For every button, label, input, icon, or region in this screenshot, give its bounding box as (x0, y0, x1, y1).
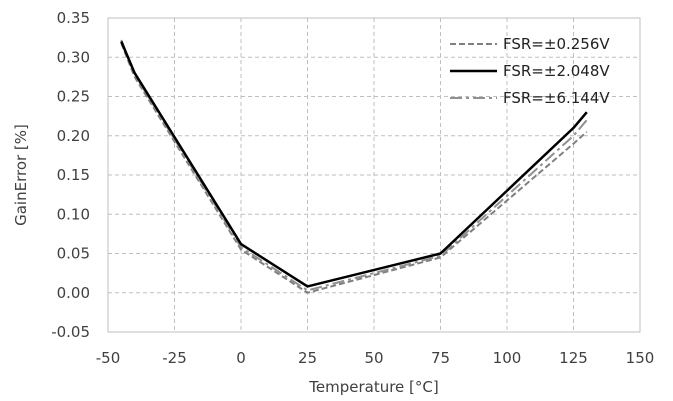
x-axis-title: Temperature [°C] (308, 378, 438, 396)
legend-label-3: FSR=±6.144V (503, 89, 610, 107)
legend-label-2: FSR=±2.048V (503, 62, 610, 80)
y-axis-title: GainError [%] (12, 124, 30, 226)
y-axis-tick-labels: -0.05 0.00 0.05 0.10 0.15 0.20 0.25 0.30 0.35 (51, 9, 90, 341)
legend: FSR=±0.256V FSR=±2.048V FSR=±6.144V (450, 35, 610, 107)
x-tick-label: 75 (431, 349, 450, 367)
x-tick-label: 125 (559, 349, 588, 367)
y-tick-label: 0.35 (57, 9, 90, 27)
x-tick-label: 150 (626, 349, 655, 367)
x-tick-label: 100 (493, 349, 522, 367)
x-tick-label: -50 (96, 349, 121, 367)
series-line-2 (120, 41, 588, 288)
plot-area-border (107, 17, 641, 333)
y-tick-label: 0.25 (57, 88, 90, 106)
y-tick-label: 0.00 (57, 284, 90, 302)
y-tick-label: 0.20 (57, 127, 90, 145)
x-axis-tick-labels: -50 -25 0 25 50 75 100 125 150 (96, 349, 655, 367)
y-tick-label: 0.15 (57, 166, 90, 184)
y-tick-label: 0.10 (57, 205, 90, 223)
series-layer (120, 39, 588, 294)
grid (107, 17, 641, 333)
y-tick-label: 0.05 (57, 245, 90, 263)
legend-label-1: FSR=±0.256V (503, 35, 610, 53)
series-line-1 (120, 42, 588, 294)
x-tick-label: -25 (162, 349, 187, 367)
x-tick-label: 50 (364, 349, 383, 367)
y-tick-label: -0.05 (51, 323, 90, 341)
x-tick-label: 25 (298, 349, 317, 367)
x-tick-label: 0 (236, 349, 246, 367)
y-tick-label: 0.30 (57, 48, 90, 66)
